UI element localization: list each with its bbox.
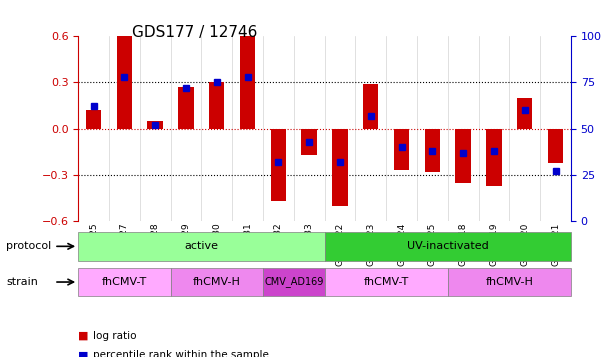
FancyBboxPatch shape [171, 268, 263, 296]
Bar [270, 129, 286, 201]
Text: GDS177 / 12746: GDS177 / 12746 [132, 25, 258, 40]
Bar [486, 129, 502, 186]
Text: fhCMV-H: fhCMV-H [486, 277, 533, 287]
Text: fhCMV-T: fhCMV-T [102, 277, 147, 287]
Text: fhCMV-T: fhCMV-T [364, 277, 409, 287]
Text: active: active [185, 241, 218, 251]
Text: ■: ■ [78, 331, 88, 341]
FancyBboxPatch shape [448, 268, 571, 296]
Text: strain: strain [6, 277, 38, 287]
Text: UV-inactivated: UV-inactivated [407, 241, 489, 251]
Text: ■: ■ [78, 350, 88, 357]
Text: protocol: protocol [6, 241, 51, 251]
Bar [117, 36, 132, 129]
Bar [425, 129, 440, 172]
FancyBboxPatch shape [78, 232, 325, 261]
Text: log ratio: log ratio [93, 331, 136, 341]
Bar [209, 82, 224, 129]
Text: CMV_AD169: CMV_AD169 [264, 277, 323, 287]
Text: fhCMV-H: fhCMV-H [193, 277, 240, 287]
Bar [548, 129, 563, 162]
FancyBboxPatch shape [78, 268, 171, 296]
Bar [456, 129, 471, 183]
Bar [240, 36, 255, 129]
Bar [147, 121, 163, 129]
FancyBboxPatch shape [325, 232, 571, 261]
Bar [394, 129, 409, 170]
FancyBboxPatch shape [325, 268, 448, 296]
Bar [178, 87, 194, 129]
Bar [86, 110, 101, 129]
Bar [302, 129, 317, 155]
Bar [363, 84, 379, 129]
Bar [332, 129, 347, 206]
Text: percentile rank within the sample: percentile rank within the sample [93, 350, 269, 357]
FancyBboxPatch shape [263, 268, 325, 296]
Bar [517, 97, 532, 129]
